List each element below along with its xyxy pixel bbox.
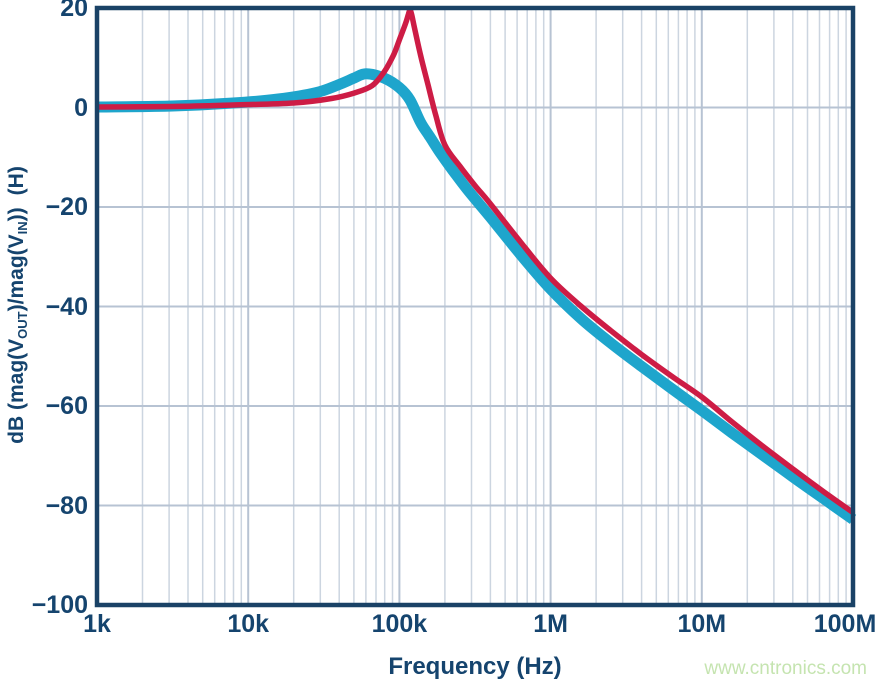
y-tick-m80: −80 bbox=[45, 491, 88, 520]
axis-frame bbox=[94, 5, 856, 608]
y-tick-m100: −100 bbox=[31, 591, 88, 619]
x-tick-1k: 1k bbox=[83, 610, 111, 638]
x-tick-1M: 1M bbox=[533, 610, 568, 638]
y-axis-label-sub-out: OUT bbox=[15, 311, 30, 339]
x-tick-10M: 10M bbox=[677, 610, 727, 638]
y-tick-m20: −20 bbox=[45, 193, 88, 221]
watermark-text: www.cntronics.com bbox=[704, 658, 867, 679]
curve-cyan-thick-curve-damped-response bbox=[96, 68, 857, 524]
y-tick-0: 0 bbox=[74, 93, 88, 122]
y-axis-label: dB (mag(VOUT)/mag(VIN)) (H) bbox=[5, 5, 35, 605]
y-axis-label-part3: )) bbox=[5, 207, 28, 222]
y-tick-m40: −40 bbox=[45, 292, 88, 321]
y-axis-label-sub-in: IN bbox=[15, 221, 30, 235]
y-axis-label-part1: dB (mag(V bbox=[5, 338, 28, 444]
curve-red-thin-curve-undamped-response bbox=[96, 7, 855, 515]
x-tick-10k: 10k bbox=[227, 610, 270, 638]
x-tick-100k: 100k bbox=[371, 610, 428, 638]
y-tick-20: 20 bbox=[60, 0, 88, 22]
x-axis-label: Frequency (Hz) bbox=[388, 653, 562, 680]
y-tick-m60: −60 bbox=[45, 392, 88, 420]
y-axis-label-part2: )/mag(V bbox=[5, 234, 28, 312]
y-axis-label-unit: (H) bbox=[5, 166, 28, 196]
x-tick-100M: 100M bbox=[813, 610, 877, 638]
